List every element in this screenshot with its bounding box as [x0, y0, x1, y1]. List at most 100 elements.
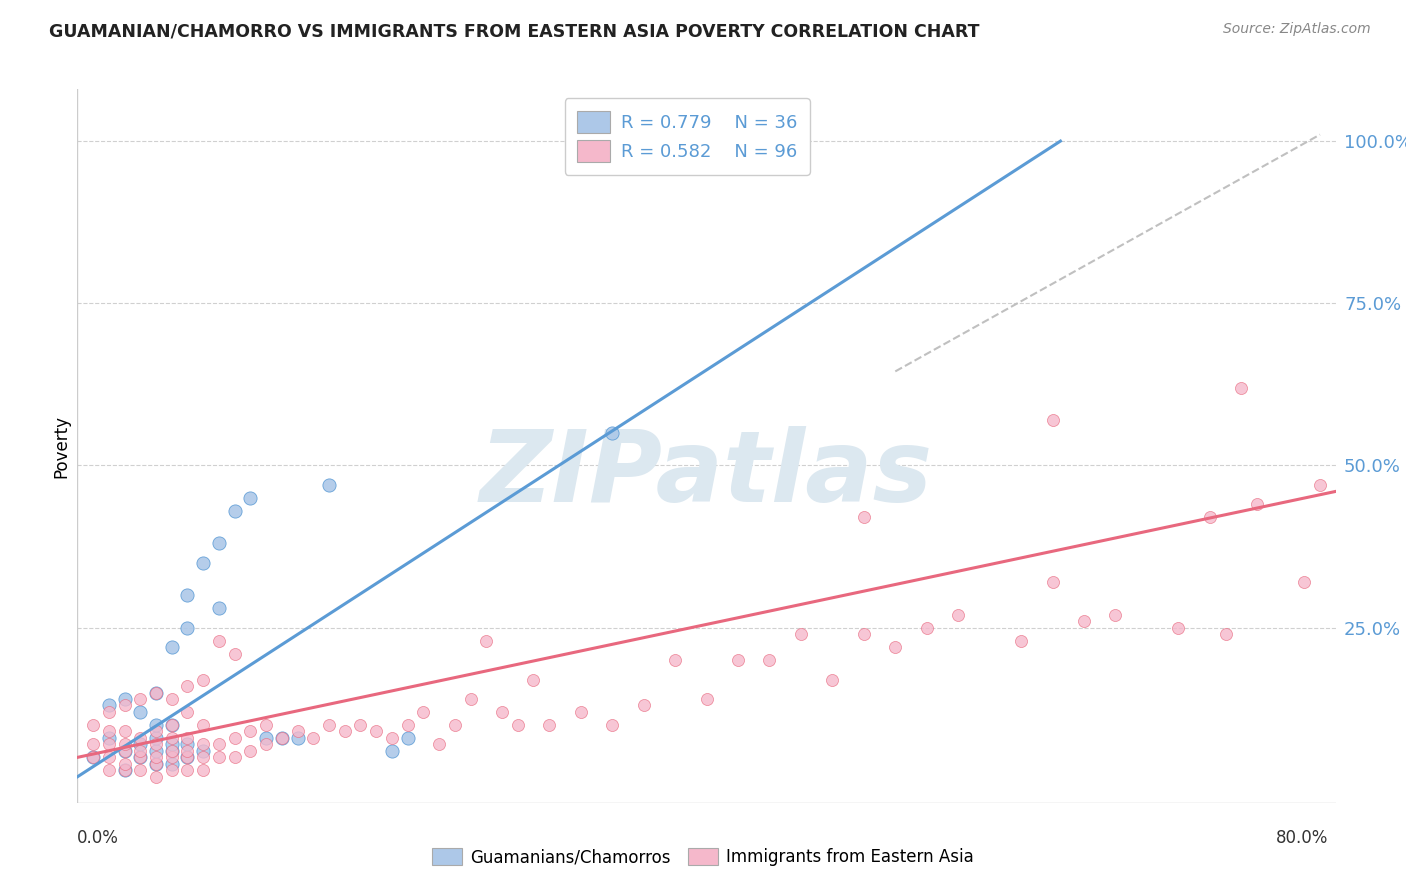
Point: [114, 738, 136, 752]
Point: [160, 744, 183, 758]
Point: [160, 640, 183, 654]
Point: [208, 601, 231, 615]
Point: [97, 731, 120, 745]
Point: [160, 764, 183, 778]
Point: [129, 764, 152, 778]
Point: [224, 504, 246, 518]
Point: [114, 724, 136, 739]
Point: [852, 627, 875, 641]
Point: [191, 744, 215, 758]
Point: [191, 556, 215, 570]
Point: [318, 718, 340, 732]
Point: [176, 588, 198, 602]
Point: [475, 633, 498, 648]
Point: [114, 744, 136, 758]
Point: [381, 744, 404, 758]
Point: [191, 718, 215, 732]
Point: [884, 640, 907, 654]
Point: [82, 738, 104, 752]
Point: [1294, 575, 1316, 590]
Point: [270, 731, 292, 745]
Point: [569, 705, 592, 719]
Point: [160, 750, 183, 764]
Point: [145, 731, 167, 745]
Point: [191, 738, 215, 752]
Point: [176, 750, 198, 764]
Point: [239, 491, 262, 505]
Point: [82, 718, 104, 732]
Point: [522, 673, 544, 687]
Point: [333, 724, 356, 739]
Point: [145, 744, 167, 758]
Point: [176, 738, 198, 752]
Point: [160, 718, 183, 732]
Point: [1199, 510, 1222, 524]
Point: [1073, 614, 1095, 628]
Point: [239, 744, 262, 758]
Point: [224, 647, 246, 661]
Point: [82, 750, 104, 764]
Point: [1042, 413, 1064, 427]
Point: [1215, 627, 1237, 641]
Point: [224, 731, 246, 745]
Point: [491, 705, 513, 719]
Point: [506, 718, 529, 732]
Y-axis label: Poverty: Poverty: [52, 415, 70, 477]
Point: [600, 425, 623, 440]
Point: [129, 744, 152, 758]
Point: [82, 750, 104, 764]
Point: [287, 724, 309, 739]
Legend: Guamanians/Chamorros, Immigrants from Eastern Asia: Guamanians/Chamorros, Immigrants from Ea…: [423, 840, 983, 875]
Point: [790, 627, 813, 641]
Point: [176, 764, 198, 778]
Text: Source: ZipAtlas.com: Source: ZipAtlas.com: [1223, 22, 1371, 37]
Point: [97, 705, 120, 719]
Point: [758, 653, 780, 667]
Point: [239, 724, 262, 739]
Point: [145, 685, 167, 699]
Point: [727, 653, 749, 667]
Point: [444, 718, 467, 732]
Point: [160, 692, 183, 706]
Point: [129, 750, 152, 764]
Point: [254, 738, 277, 752]
Point: [381, 731, 404, 745]
Point: [396, 718, 419, 732]
Point: [145, 718, 167, 732]
Point: [349, 718, 371, 732]
Point: [1042, 575, 1064, 590]
Point: [114, 764, 136, 778]
Point: [145, 738, 167, 752]
Point: [208, 536, 231, 550]
Point: [948, 607, 970, 622]
Legend: R = 0.779    N = 36, R = 0.582    N = 96: R = 0.779 N = 36, R = 0.582 N = 96: [565, 98, 810, 175]
Point: [412, 705, 434, 719]
Text: 0.0%: 0.0%: [77, 829, 120, 847]
Point: [254, 718, 277, 732]
Point: [114, 698, 136, 713]
Point: [191, 673, 215, 687]
Point: [129, 705, 152, 719]
Point: [318, 478, 340, 492]
Point: [145, 724, 167, 739]
Point: [287, 731, 309, 745]
Point: [600, 718, 623, 732]
Point: [270, 731, 292, 745]
Point: [460, 692, 482, 706]
Point: [97, 738, 120, 752]
Point: [191, 750, 215, 764]
Point: [160, 718, 183, 732]
Text: 80.0%: 80.0%: [1277, 829, 1329, 847]
Point: [915, 621, 938, 635]
Point: [176, 621, 198, 635]
Point: [538, 718, 561, 732]
Point: [114, 764, 136, 778]
Point: [176, 750, 198, 764]
Point: [427, 738, 450, 752]
Point: [633, 698, 655, 713]
Point: [160, 731, 183, 745]
Point: [1010, 633, 1032, 648]
Point: [129, 750, 152, 764]
Point: [145, 770, 167, 784]
Point: [145, 750, 167, 764]
